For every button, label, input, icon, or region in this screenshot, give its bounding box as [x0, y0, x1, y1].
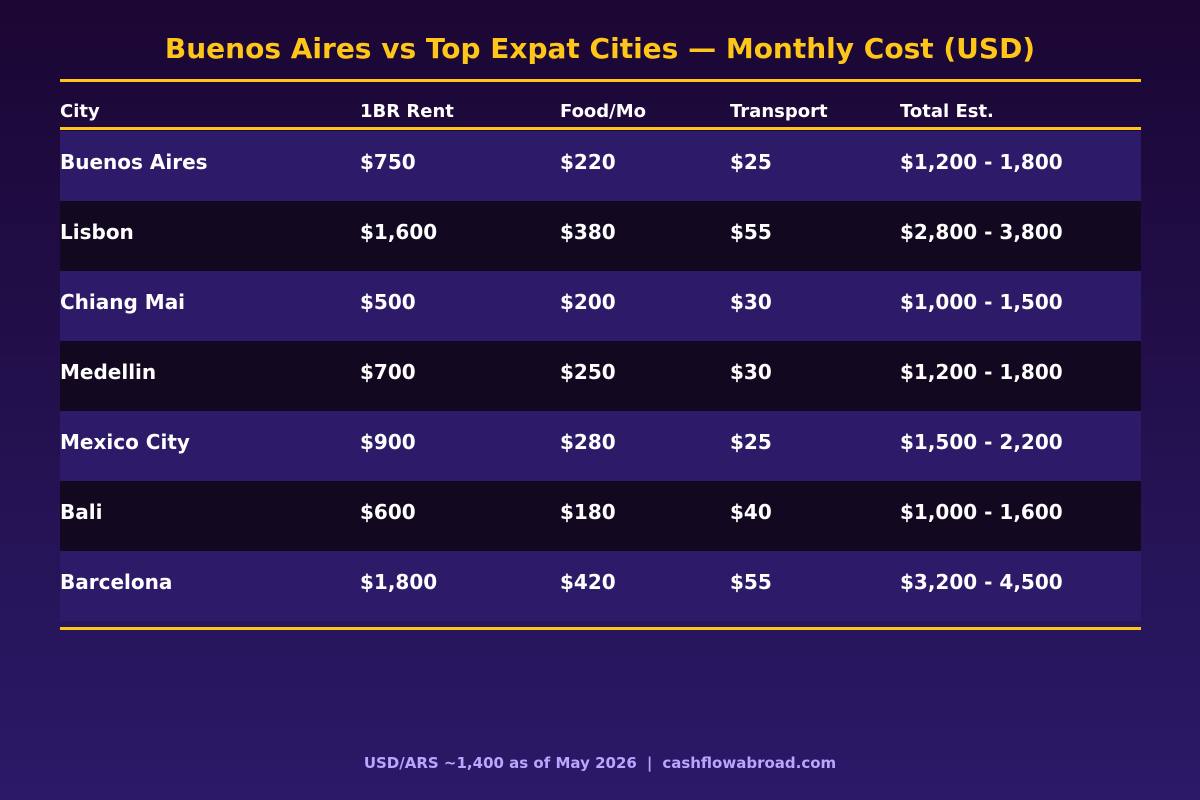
cell-total: $2,800 - 3,800: [900, 220, 1063, 244]
top-divider: [60, 79, 1141, 82]
cell-total: $1,500 - 2,200: [900, 430, 1063, 454]
table-header: City 1BR Rent Food/Mo Transport Total Es…: [60, 100, 1141, 124]
header-rent: 1BR Rent: [360, 101, 454, 122]
cell-city: Chiang Mai: [60, 290, 186, 314]
cell-food: $280: [560, 430, 616, 454]
cell-rent: $700: [360, 360, 416, 384]
cell-city: Bali: [60, 500, 103, 524]
table-body: Buenos Aires $750 $220 $25 $1,200 - 1,800 Lis…: [60, 131, 1141, 621]
cell-city: Buenos Aires: [60, 150, 208, 174]
cell-total: $1,200 - 1,800: [900, 150, 1063, 174]
cell-transport: $30: [730, 360, 772, 384]
table-row: Buenos Aires $750 $220 $25 $1,200 - 1,800: [60, 131, 1141, 201]
cell-city: Lisbon: [60, 220, 134, 244]
cell-food: $420: [560, 570, 616, 594]
footer-separator: |: [646, 754, 653, 772]
cell-total: $3,200 - 4,500: [900, 570, 1063, 594]
header-divider: [60, 127, 1141, 130]
table-row: Chiang Mai $500 $200 $30 $1,000 - 1,500: [60, 271, 1141, 341]
cell-food: $220: [560, 150, 616, 174]
cell-total: $1,200 - 1,800: [900, 360, 1063, 384]
page-title: Buenos Aires vs Top Expat Cities — Month…: [164, 32, 1036, 65]
cell-food: $200: [560, 290, 616, 314]
cell-total: $1,000 - 1,600: [900, 500, 1063, 524]
cell-transport: $30: [730, 290, 772, 314]
header-transport: Transport: [730, 101, 828, 122]
cell-rent: $1,800: [360, 570, 438, 594]
header-food: Food/Mo: [560, 101, 647, 122]
cell-transport: $55: [730, 570, 772, 594]
header-city: City: [60, 101, 100, 122]
table-row: Lisbon $1,600 $380 $55 $2,800 - 3,800: [60, 201, 1141, 271]
header-total: Total Est.: [900, 101, 994, 122]
footer: USD/ARS ~1,400 as of May 2026 | cashflowab…: [0, 752, 1200, 774]
cell-city: Barcelona: [60, 570, 173, 594]
bottom-divider: [60, 627, 1141, 630]
cell-transport: $25: [730, 430, 772, 454]
table-row: Bali $600 $180 $40 $1,000 - 1,600: [60, 481, 1141, 551]
cell-rent: $900: [360, 430, 416, 454]
cell-rent: $1,600: [360, 220, 438, 244]
site-credit: cashflowabroad.com: [662, 754, 837, 772]
cell-city: Medellin: [60, 360, 157, 384]
cell-rent: $600: [360, 500, 416, 524]
cell-total: $1,000 - 1,500: [900, 290, 1063, 314]
exchange-rate-note: USD/ARS ~1,400 as of May 2026: [363, 754, 637, 772]
table-row: Mexico City $900 $280 $25 $1,500 - 2,200: [60, 411, 1141, 481]
cell-food: $380: [560, 220, 616, 244]
table-row: Barcelona $1,800 $420 $55 $3,200 - 4,500: [60, 551, 1141, 621]
cell-transport: $40: [730, 500, 772, 524]
cell-transport: $55: [730, 220, 772, 244]
cell-food: $250: [560, 360, 616, 384]
cell-rent: $750: [360, 150, 416, 174]
table-row: Medellin $700 $250 $30 $1,200 - 1,800: [60, 341, 1141, 411]
cell-rent: $500: [360, 290, 416, 314]
cell-city: Mexico City: [60, 430, 190, 454]
cell-transport: $25: [730, 150, 772, 174]
cell-food: $180: [560, 500, 616, 524]
